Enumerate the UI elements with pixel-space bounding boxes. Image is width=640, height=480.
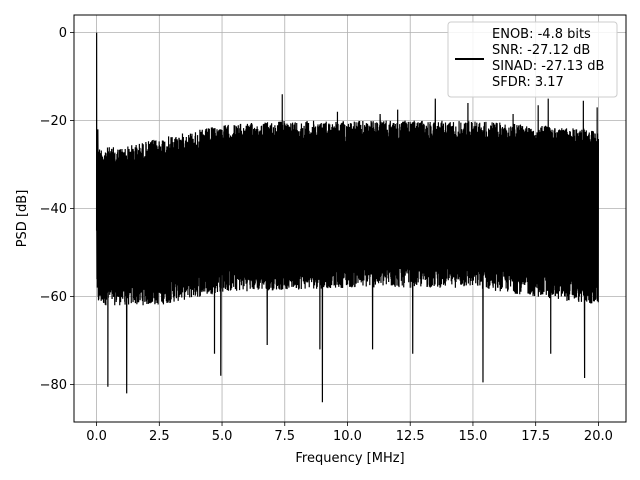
- legend-line: ENOB: -4.8 bits: [492, 27, 591, 42]
- x-tick-label: 10.0: [333, 429, 362, 444]
- x-tick-label: 17.5: [521, 429, 550, 444]
- plot-area: [95, 32, 599, 403]
- y-tick-label: 0: [59, 26, 67, 41]
- plot-frame: [73, 14, 627, 423]
- y-tick-label: −60: [40, 290, 67, 305]
- y-tick-label: −20: [40, 114, 67, 129]
- legend-line: SFDR: 3.17: [492, 75, 564, 90]
- x-tick-label: 2.5: [149, 429, 170, 444]
- x-axis-label: Frequency [MHz]: [295, 451, 404, 466]
- y-tick-label: −40: [40, 202, 67, 217]
- legend-entry: ENOB: -4.8 bits SNR: -27.12 dB SINAD: -27.…: [492, 27, 604, 90]
- x-tick-label: 0.0: [86, 429, 107, 444]
- x-tick-label: 20.0: [584, 429, 613, 444]
- x-tick-label: 15.0: [458, 429, 487, 444]
- legend-box: [447, 21, 618, 98]
- psd-series-line: [95, 32, 599, 403]
- legend: ENOB: -4.8 bits SNR: -27.12 dB SINAD: -27.…: [447, 21, 618, 98]
- x-tick-label: 5.0: [212, 429, 233, 444]
- x-tick-label: 7.5: [274, 429, 295, 444]
- legend-line: SINAD: -27.13 dB: [492, 59, 604, 74]
- axis-ticks: 0.0 2.5 5.0 7.5 10.0 12.5 15.0 17.5 20.0 0 −20 −40 −…: [40, 26, 613, 444]
- x-tick-label: 12.5: [396, 429, 425, 444]
- y-tick-label: −80: [40, 378, 67, 393]
- y-axis-label: PSD [dB]: [15, 190, 30, 248]
- legend-line: SNR: -27.12 dB: [492, 43, 590, 58]
